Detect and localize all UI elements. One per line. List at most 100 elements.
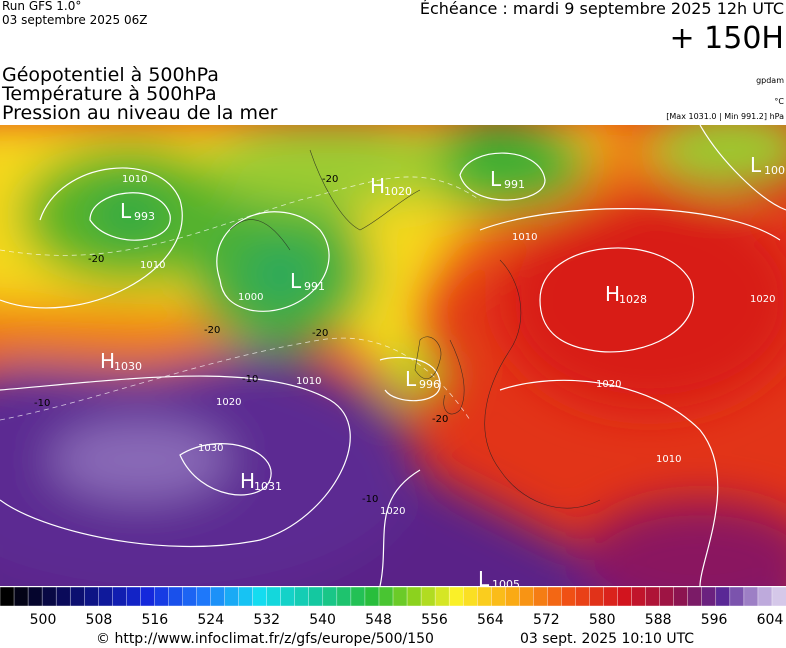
colorbar-swatch bbox=[27, 586, 43, 607]
pressure-center: L1001 bbox=[750, 153, 786, 177]
colorbar-swatch bbox=[69, 586, 85, 607]
colorbar-swatch bbox=[743, 586, 759, 607]
isobar-label: 1010 bbox=[122, 174, 147, 185]
colorbar-swatch bbox=[757, 586, 773, 607]
colorbar-swatch bbox=[13, 586, 29, 607]
colorbar-swatch bbox=[589, 586, 605, 607]
pressure-type: L bbox=[478, 567, 490, 591]
pressure-type: L bbox=[490, 167, 502, 191]
colorbar-label: 516 bbox=[141, 612, 168, 628]
isobar-label: 1010 bbox=[656, 454, 681, 465]
colorbar-swatch bbox=[252, 586, 268, 607]
colorbar-swatch bbox=[575, 586, 591, 607]
colorbar-label: 548 bbox=[365, 612, 392, 628]
pressure-value: 1020 bbox=[384, 185, 412, 198]
colorbar-swatch bbox=[336, 586, 352, 607]
colorbar-swatch bbox=[350, 586, 366, 607]
unit-label: °C bbox=[774, 97, 784, 106]
pressure-value: 991 bbox=[504, 178, 525, 191]
colorbar-swatch bbox=[617, 586, 633, 607]
temperature-label: -10 bbox=[34, 398, 50, 409]
colorbar-swatch bbox=[266, 586, 282, 607]
colorbar-swatch bbox=[715, 586, 731, 607]
colorbar-swatch bbox=[182, 586, 197, 607]
colorbar-swatch bbox=[280, 586, 296, 607]
colorbar-swatch bbox=[547, 586, 562, 607]
colorbar-label: 572 bbox=[533, 612, 560, 628]
colorbar-swatch bbox=[519, 586, 534, 607]
colorbar-swatch bbox=[561, 586, 576, 607]
colorbar-swatch bbox=[210, 586, 226, 607]
pressure-type: L bbox=[120, 199, 132, 223]
pressure-type: L bbox=[290, 269, 302, 293]
run-label: Run GFS 1.0° bbox=[2, 0, 81, 13]
colorbar-swatch bbox=[98, 586, 113, 607]
pressure-center: L 1005 bbox=[478, 567, 520, 591]
isobar-label: 1030 bbox=[198, 443, 223, 454]
isobar-label: 1010 bbox=[140, 260, 165, 271]
footer-date: 03 sept. 2025 10:10 UTC bbox=[520, 631, 694, 647]
colorbar-swatch bbox=[673, 586, 689, 607]
isobar-label: 1020 bbox=[216, 397, 241, 408]
unit-label: gpdam bbox=[756, 76, 784, 85]
colorbar-label: 508 bbox=[86, 612, 113, 628]
pressure-type: L bbox=[405, 367, 417, 391]
temperature-label: -10 bbox=[362, 494, 378, 505]
colorbar-swatch bbox=[294, 586, 310, 607]
colorbar-swatch bbox=[0, 586, 15, 607]
forecast-time: Échéance : mardi 9 septembre 2025 12h UT… bbox=[420, 0, 784, 18]
isobar-label: 1020 bbox=[380, 506, 405, 517]
pressure-value: 1030 bbox=[114, 360, 142, 373]
colorbar-swatch bbox=[448, 586, 464, 607]
pressure-value: 993 bbox=[134, 210, 155, 223]
temperature-label: -10 bbox=[242, 374, 258, 385]
pressure-value: 1001 bbox=[764, 164, 786, 177]
colorbar-label: 500 bbox=[30, 612, 57, 628]
isobar-label: 1010 bbox=[512, 232, 537, 243]
colorbar-label: 540 bbox=[309, 612, 336, 628]
colorbar-swatch bbox=[420, 586, 436, 607]
colorbar-swatch bbox=[224, 586, 240, 607]
pressure-type: H bbox=[100, 349, 115, 373]
pressure-center: L 991 bbox=[290, 269, 325, 293]
colorbar-swatch bbox=[729, 586, 745, 607]
temperature-label: -20 bbox=[312, 328, 328, 339]
colorbar-swatch bbox=[477, 586, 492, 607]
title: Géopotentiel à 500hPa bbox=[2, 64, 219, 86]
colorbar-swatch bbox=[701, 586, 717, 607]
colorbar-swatch bbox=[168, 586, 183, 607]
unit-label: [Max 1031.0 | Min 991.2] hPa bbox=[666, 112, 784, 121]
pressure-type: H bbox=[605, 282, 620, 306]
colorbar-label: 580 bbox=[589, 612, 616, 628]
colorbar-label: 532 bbox=[253, 612, 280, 628]
colorbar-swatch bbox=[140, 586, 155, 607]
temperature-label: -20 bbox=[432, 414, 448, 425]
colorbar-swatch bbox=[659, 586, 675, 607]
colorbar-swatch bbox=[645, 586, 661, 607]
colorbar-swatch bbox=[771, 586, 786, 607]
colorbar-swatch bbox=[84, 586, 99, 607]
title: Température à 500hPa bbox=[1, 83, 217, 105]
temperature-label: -20 bbox=[322, 174, 338, 185]
colorbar-swatch bbox=[491, 586, 506, 607]
colorbar-swatch bbox=[322, 586, 338, 607]
colorbar-swatch bbox=[505, 586, 520, 607]
colorbar-label: 588 bbox=[645, 612, 672, 628]
pressure-value: 991 bbox=[304, 280, 325, 293]
pressure-value: 996 bbox=[419, 378, 440, 391]
colorbar-swatch bbox=[631, 586, 647, 607]
colorbar-swatch bbox=[196, 586, 212, 607]
colorbar-label: 604 bbox=[757, 612, 784, 628]
isobar-label: 1020 bbox=[596, 379, 621, 390]
colorbar-label: 564 bbox=[477, 612, 504, 628]
footer-source: © http://www.infoclimat.fr/z/gfs/europe/… bbox=[96, 631, 434, 647]
pressure-value: 1005 bbox=[492, 578, 520, 591]
colorbar-label: 524 bbox=[197, 612, 224, 628]
colorbar-label: 596 bbox=[701, 612, 728, 628]
colorbar-swatch bbox=[533, 586, 548, 607]
colorbar-swatch bbox=[378, 586, 394, 607]
